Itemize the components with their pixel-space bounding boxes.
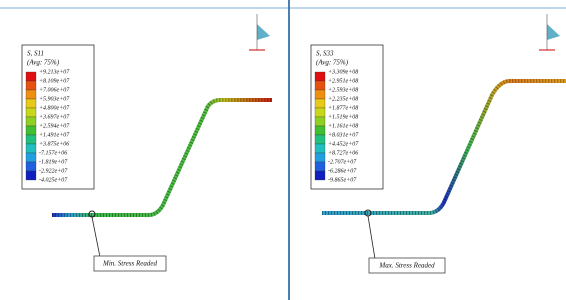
legend-title: S, S11 — [27, 50, 44, 58]
color-cell — [26, 81, 36, 90]
color-cell — [315, 117, 325, 126]
legend-label: -9.865e+07 — [328, 177, 357, 183]
color-cell — [315, 99, 325, 108]
color-cell — [315, 162, 325, 171]
color-cell — [315, 90, 325, 99]
legend-label: +4.800e+07 — [39, 104, 70, 111]
legend-label: +1.519e+08 — [328, 114, 358, 120]
legend-label: -2.922e+07 — [39, 168, 68, 174]
legend-label: +8.031e+07 — [328, 132, 359, 138]
annotation: Min. Stress Readed — [102, 260, 157, 268]
legend-label: +1.877e+08 — [328, 105, 358, 111]
legend-label: -6.286e+07 — [328, 168, 357, 174]
legend-title: S, S33 — [316, 50, 334, 58]
legend-label: +9.213e+07 — [39, 69, 70, 75]
color-cell — [315, 153, 325, 162]
color-cell — [26, 144, 36, 153]
legend-label: -7.157e+06 — [39, 150, 67, 156]
legend-label: +4.452e+07 — [328, 140, 359, 147]
legend-subtitle: (Avg: 75%) — [27, 59, 60, 67]
leader — [368, 216, 375, 259]
legend-label: +5.903e+07 — [39, 96, 70, 102]
legend-label: +1.491e+07 — [39, 131, 70, 138]
color-cell — [26, 72, 36, 81]
legend-label: +2.593e+08 — [328, 87, 358, 93]
color-cell — [26, 117, 36, 126]
legend-label: +3.697e+07 — [39, 114, 70, 120]
color-cell — [315, 135, 325, 144]
leader — [92, 217, 100, 257]
legend-label: -4.025e+07 — [39, 176, 68, 183]
legend-label: +8.727e+06 — [328, 150, 358, 156]
legend-label: +3.875e+06 — [39, 141, 69, 147]
color-cell — [315, 81, 325, 90]
color-cell — [26, 108, 36, 117]
color-cell — [315, 72, 325, 81]
color-cell — [315, 144, 325, 153]
axis-triad — [249, 14, 270, 50]
legend-label: +2.235e+08 — [328, 96, 358, 102]
color-cell — [26, 126, 36, 135]
color-cell — [26, 162, 36, 171]
legend-label: +2.594e+07 — [39, 122, 70, 129]
legend-label: +8.109e+07 — [39, 78, 70, 84]
annotation: Max. Stress Readed — [378, 262, 435, 270]
color-cell — [26, 99, 36, 108]
color-cell — [315, 108, 325, 117]
color-cell — [26, 171, 36, 180]
axis-triad — [539, 14, 560, 50]
color-cell — [315, 171, 325, 180]
legend-subtitle: (Avg: 75%) — [316, 59, 349, 67]
color-cell — [315, 126, 325, 135]
legend-label: +3.309e+08 — [328, 69, 358, 75]
screenshot: Min. Stress Readed Max. Stress Readed S,… — [0, 0, 566, 300]
legend-label: +1.161e+08 — [328, 123, 358, 129]
color-cell — [26, 135, 36, 144]
legend-label: -2.707e+07 — [328, 159, 357, 165]
color-cell — [26, 153, 36, 162]
color-cell — [26, 90, 36, 99]
legend-label: +2.951e+08 — [328, 78, 358, 84]
legend-label: +7.006e+07 — [39, 87, 70, 93]
legend-label: -1.819e+07 — [39, 159, 68, 165]
